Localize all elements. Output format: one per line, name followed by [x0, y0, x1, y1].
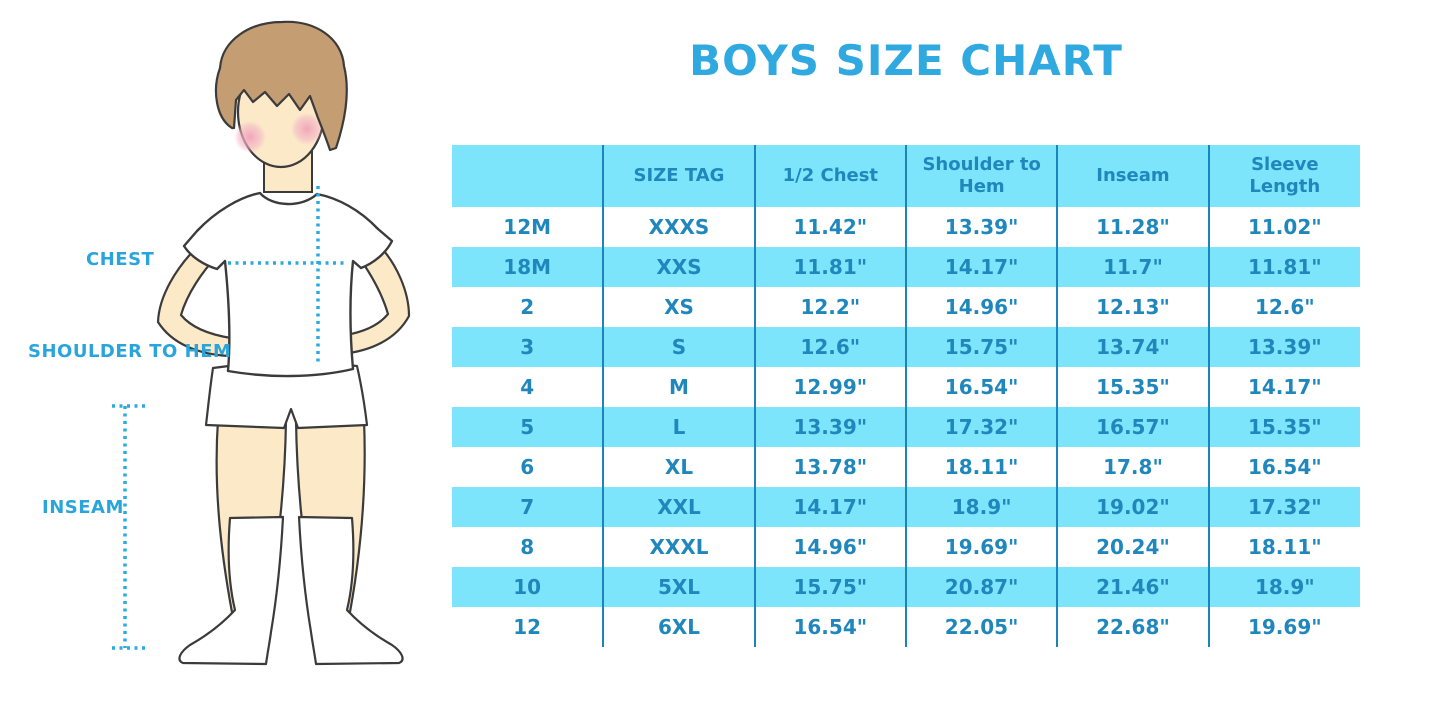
- table-cell: 12.6": [1207, 287, 1360, 327]
- table-cell: 15.75": [904, 327, 1058, 367]
- table-cell: 18.11": [1207, 527, 1360, 567]
- table-cell: 12.2": [753, 287, 906, 327]
- boy-illustration: [112, 20, 411, 666]
- table-cell: 7: [452, 487, 604, 527]
- table-row: 12 6XL 16.54" 22.05" 22.68" 19.69": [452, 607, 1360, 647]
- chest-label: CHEST: [86, 249, 155, 270]
- table-cell: 10: [452, 567, 604, 607]
- table-header: SIZE TAG 1/2 Chest Shoulder to Hem Inseam Sl…: [452, 145, 1360, 207]
- table-cell: 4: [452, 367, 604, 407]
- table-row: 8 XXXL 14.96" 19.69" 20.24" 18.11": [452, 527, 1360, 567]
- table-cell: 18.11": [904, 447, 1058, 487]
- table-cell: 14.17": [904, 247, 1058, 287]
- table-cell: 12M: [452, 207, 604, 247]
- table-cell: 22.05": [904, 607, 1058, 647]
- table-cell: S: [602, 327, 755, 367]
- table-cell: 20.87": [904, 567, 1058, 607]
- table-cell: L: [602, 407, 755, 447]
- table-cell: 17.8": [1056, 447, 1209, 487]
- table-cell: 13.74": [1056, 327, 1209, 367]
- measure-lines: [112, 186, 348, 650]
- table-cell: 12: [452, 607, 604, 647]
- table-cell: 8: [452, 527, 604, 567]
- table-row: 6 XL 13.78" 18.11" 17.8" 16.54": [452, 447, 1360, 487]
- table-cell: 16.57": [1056, 407, 1209, 447]
- table-cell: 18.9": [1207, 567, 1360, 607]
- table-cell: 19.02": [1056, 487, 1209, 527]
- table-row: 7 XXL 14.17" 18.9" 19.02" 17.32": [452, 487, 1360, 527]
- table-header-cell: Shoulder to Hem: [904, 145, 1058, 207]
- table-cell: 11.7": [1056, 247, 1209, 287]
- table-cell: 5: [452, 407, 604, 447]
- table-cell: 13.39": [1207, 327, 1360, 367]
- table-body: 12M XXXS 11.42" 13.39" 11.28" 11.02" 18M XXS 11.…: [452, 207, 1360, 647]
- table-cell: 14.17": [1207, 367, 1360, 407]
- table-cell: 14.17": [753, 487, 906, 527]
- table-cell: 15.35": [1056, 367, 1209, 407]
- table-header-cell: SIZE TAG: [602, 145, 755, 207]
- table-cell: 13.78": [753, 447, 906, 487]
- inseam-label: INSEAM: [42, 497, 124, 518]
- table-cell: 6: [452, 447, 604, 487]
- table-row: 4 M 12.99" 16.54" 15.35" 14.17": [452, 367, 1360, 407]
- table-header-cell: Inseam: [1056, 145, 1209, 207]
- table-cell: 19.69": [1207, 607, 1360, 647]
- table-cell: 16.54": [904, 367, 1058, 407]
- socks-shape: [178, 515, 404, 666]
- table-cell: XXS: [602, 247, 755, 287]
- table-cell: XXL: [602, 487, 755, 527]
- table-cell: 21.46": [1056, 567, 1209, 607]
- table-header-cell: Sleeve Length: [1207, 145, 1360, 207]
- table-cell: 16.54": [753, 607, 906, 647]
- table-cell: 2: [452, 287, 604, 327]
- table-cell: 13.39": [904, 207, 1058, 247]
- table-cell: 15.35": [1207, 407, 1360, 447]
- table-cell: 13.39": [753, 407, 906, 447]
- table-cell: 11.81": [753, 247, 906, 287]
- table-cell: 12.13": [1056, 287, 1209, 327]
- table-row: 5 L 13.39" 17.32" 16.57" 15.35": [452, 407, 1360, 447]
- table-cell: XS: [602, 287, 755, 327]
- table-cell: 5XL: [602, 567, 755, 607]
- table-cell: 17.32": [1207, 487, 1360, 527]
- table-cell: 16.54": [1207, 447, 1360, 487]
- table-cell: 18M: [452, 247, 604, 287]
- table-cell: 17.32": [904, 407, 1058, 447]
- table-cell: 18.9": [904, 487, 1058, 527]
- table-header-cell: [452, 145, 604, 207]
- table-cell: 6XL: [602, 607, 755, 647]
- table-row: 3 S 12.6" 15.75" 13.74" 13.39": [452, 327, 1360, 367]
- table-cell: 3: [452, 327, 604, 367]
- table-cell: M: [602, 367, 755, 407]
- table-cell: 12.6": [753, 327, 906, 367]
- table-header-cell: 1/2 Chest: [753, 145, 906, 207]
- shoulder-to-hem-label: SHOULDER TO HEM: [28, 341, 232, 362]
- table-row: 12M XXXS 11.42" 13.39" 11.28" 11.02": [452, 207, 1360, 247]
- table-header-row: SIZE TAG 1/2 Chest Shoulder to Hem Inseam Sl…: [452, 145, 1360, 207]
- table-cell: 11.81": [1207, 247, 1360, 287]
- table-cell: 11.28": [1056, 207, 1209, 247]
- table-cell: 14.96": [753, 527, 906, 567]
- table-cell: 19.69": [904, 527, 1058, 567]
- table-row: 18M XXS 11.81" 14.17" 11.7" 11.81": [452, 247, 1360, 287]
- table-row: 10 5XL 15.75" 20.87" 21.46" 18.9": [452, 567, 1360, 607]
- tshirt-shape: [182, 191, 394, 378]
- size-table: SIZE TAG 1/2 Chest Shoulder to Hem Inseam Sl…: [452, 145, 1360, 647]
- table-row: 2 XS 12.2" 14.96" 12.13" 12.6": [452, 287, 1360, 327]
- table-cell: XL: [602, 447, 755, 487]
- table-cell: 14.96": [904, 287, 1058, 327]
- table-cell: 12.99": [753, 367, 906, 407]
- hair-shape: [214, 20, 348, 152]
- table-cell: XXXL: [602, 527, 755, 567]
- page-title: BOYS SIZE CHART: [689, 36, 1123, 85]
- blush-right: [291, 113, 323, 145]
- table-cell: 22.68": [1056, 607, 1209, 647]
- table-cell: 20.24": [1056, 527, 1209, 567]
- table-cell: 11.02": [1207, 207, 1360, 247]
- blush-left: [234, 121, 266, 153]
- table-cell: 11.42": [753, 207, 906, 247]
- table-cell: XXXS: [602, 207, 755, 247]
- table-cell: 15.75": [753, 567, 906, 607]
